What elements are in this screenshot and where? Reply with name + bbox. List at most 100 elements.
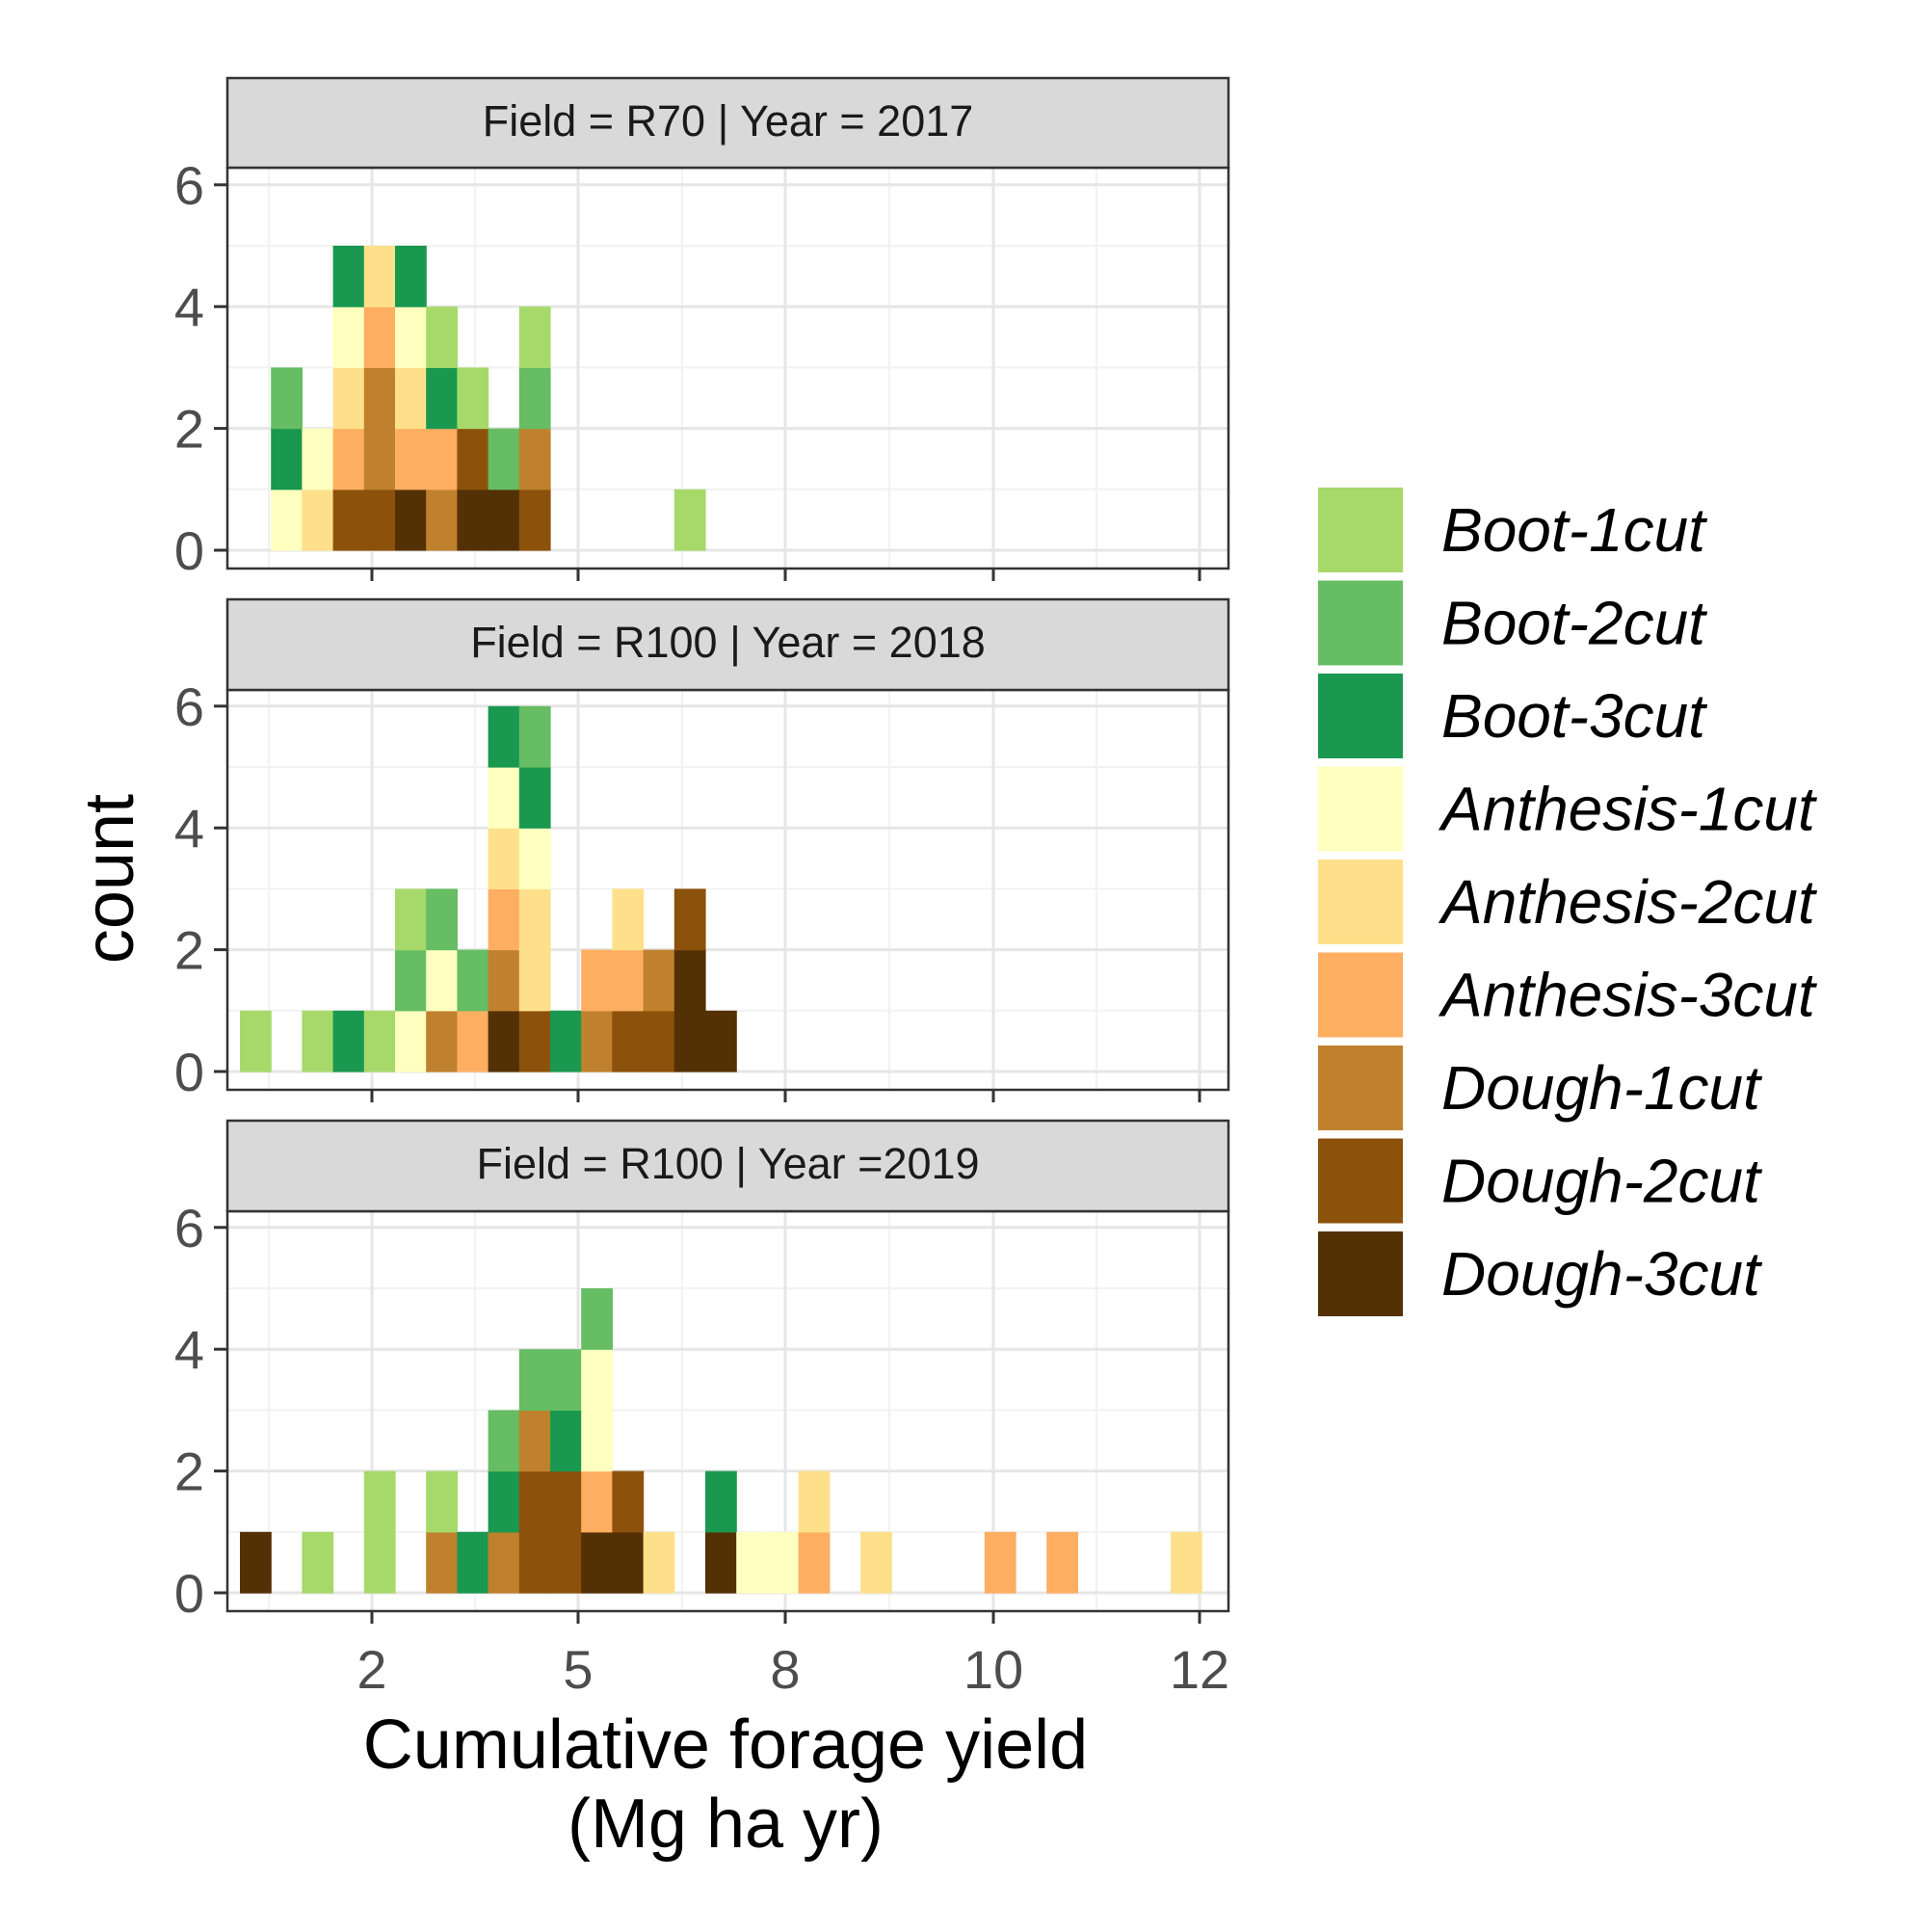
histogram-bar bbox=[550, 1470, 582, 1533]
histogram-bar bbox=[518, 428, 551, 490]
histogram-bar bbox=[488, 767, 520, 829]
histogram-bar bbox=[395, 246, 427, 307]
y-tick-label: 0 bbox=[174, 1563, 204, 1624]
histogram-bar bbox=[705, 1531, 737, 1594]
histogram-bar bbox=[395, 888, 427, 951]
facet-strip-label: Field = R100 | Year = 2018 bbox=[470, 618, 986, 667]
histogram-bar bbox=[457, 1531, 489, 1594]
histogram-bar bbox=[736, 1531, 768, 1594]
legend-key bbox=[1318, 1045, 1403, 1130]
histogram-bar bbox=[488, 949, 520, 1012]
legend-key bbox=[1318, 766, 1403, 852]
histogram-bar bbox=[518, 1010, 551, 1072]
legend-label: Boot-2cut bbox=[1441, 589, 1707, 658]
histogram-bar bbox=[798, 1531, 831, 1594]
histogram-bar bbox=[426, 888, 458, 951]
y-tick-label: 6 bbox=[174, 155, 204, 216]
x-tick-label: 12 bbox=[1170, 1639, 1229, 1700]
histogram-bar bbox=[643, 949, 675, 1012]
y-tick-label: 0 bbox=[174, 1042, 204, 1102]
histogram-bar bbox=[581, 1470, 613, 1533]
histogram-bar bbox=[488, 828, 520, 889]
histogram-bar bbox=[363, 367, 396, 430]
histogram-bar bbox=[705, 1010, 737, 1072]
legend-key bbox=[1318, 488, 1403, 572]
y-tick-label: 4 bbox=[174, 798, 204, 859]
histogram-bar bbox=[426, 428, 458, 490]
facet-strip bbox=[225, 597, 1230, 692]
legend-label: Dough-1cut bbox=[1441, 1053, 1762, 1123]
y-tick-label: 2 bbox=[174, 399, 204, 460]
histogram-bar bbox=[332, 428, 365, 490]
histogram-bar bbox=[612, 888, 645, 951]
histogram-bar bbox=[798, 1470, 831, 1533]
legend-key bbox=[1318, 952, 1403, 1038]
histogram-bar bbox=[581, 1410, 613, 1472]
histogram-bar bbox=[518, 1531, 551, 1594]
y-tick-label: 6 bbox=[174, 676, 204, 737]
histogram-bar bbox=[332, 367, 365, 430]
histogram-bar bbox=[518, 1349, 551, 1411]
histogram-bar bbox=[518, 705, 551, 768]
histogram-bar bbox=[240, 1531, 272, 1594]
histogram-bar bbox=[363, 246, 396, 307]
legend-key bbox=[1318, 674, 1403, 758]
histogram-bar bbox=[612, 949, 645, 1012]
histogram-bar bbox=[518, 367, 551, 430]
histogram-bar bbox=[488, 1010, 520, 1072]
histogram-bar bbox=[363, 428, 396, 490]
histogram-bar bbox=[518, 489, 551, 551]
histogram-bar bbox=[581, 1010, 613, 1072]
histogram-bar bbox=[363, 489, 396, 551]
histogram-bar bbox=[395, 949, 427, 1012]
histogram-bar bbox=[488, 888, 520, 951]
y-tick-label: 6 bbox=[174, 1198, 204, 1258]
histogram-bar bbox=[518, 1470, 551, 1533]
histogram-bar bbox=[271, 367, 303, 430]
legend-label: Boot-3cut bbox=[1441, 681, 1707, 751]
histogram-bar bbox=[673, 489, 706, 551]
histogram-bar bbox=[395, 367, 427, 430]
histogram-bar bbox=[643, 1531, 675, 1594]
histogram-bar bbox=[395, 1010, 427, 1072]
histogram-bar bbox=[518, 828, 551, 889]
legend-label: Dough-2cut bbox=[1441, 1147, 1762, 1216]
histogram-bar bbox=[426, 1531, 458, 1594]
facet-strip bbox=[225, 76, 1230, 170]
histogram-bar bbox=[426, 489, 458, 551]
legend-label: Anthesis-1cut bbox=[1438, 775, 1817, 844]
histogram-bar bbox=[332, 306, 365, 368]
histogram-bar bbox=[984, 1531, 1016, 1594]
histogram-bar bbox=[363, 306, 396, 368]
histogram-bar bbox=[518, 306, 551, 368]
x-tick-label: 8 bbox=[770, 1639, 800, 1700]
histogram-bar bbox=[612, 1010, 645, 1072]
histogram-bar bbox=[581, 1288, 613, 1350]
legend-label: Anthesis-2cut bbox=[1438, 867, 1817, 937]
histogram-bar bbox=[240, 1010, 272, 1072]
histogram-bar bbox=[426, 1470, 458, 1533]
histogram-bar bbox=[302, 428, 334, 490]
histogram-bar bbox=[363, 1470, 396, 1533]
histogram-bar bbox=[581, 1531, 613, 1594]
x-tick-label: 5 bbox=[563, 1639, 593, 1700]
histogram-bar bbox=[673, 888, 706, 951]
y-tick-label: 2 bbox=[174, 1442, 204, 1502]
y-tick-label: 0 bbox=[174, 520, 204, 581]
histogram-bar bbox=[302, 489, 334, 551]
histogram-bar bbox=[612, 1470, 645, 1533]
x-axis-title-line-2: (Mg ha yr) bbox=[568, 1786, 884, 1863]
histogram-bar bbox=[488, 489, 520, 551]
histogram-bar bbox=[457, 1010, 489, 1072]
histogram-bar bbox=[332, 246, 365, 307]
histogram-bar bbox=[302, 1010, 334, 1072]
histogram-bar bbox=[1171, 1531, 1202, 1594]
histogram-bar bbox=[457, 367, 489, 430]
histogram-bar bbox=[488, 1531, 520, 1594]
histogram-bar bbox=[395, 489, 427, 551]
facet-strip bbox=[225, 1119, 1230, 1213]
histogram-bar bbox=[488, 1410, 520, 1472]
histogram-bar bbox=[518, 767, 551, 829]
